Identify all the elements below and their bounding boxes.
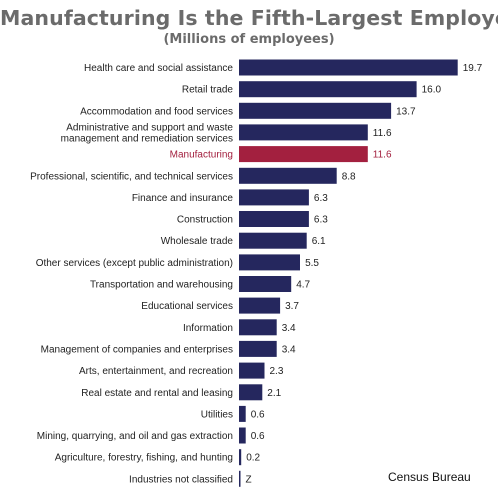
bar [239,146,368,163]
category-label: Management of companies and enterprises [41,344,233,355]
value-label: 3.7 [285,301,299,312]
category-label: Other services (except public administra… [36,258,233,269]
bar [239,362,265,379]
value-label: 3.4 [282,323,296,334]
category-label: Information [183,323,233,334]
category-label: Wholesale trade [161,236,234,247]
bar [239,470,241,487]
value-label: 13.7 [396,106,416,117]
value-label: 8.8 [342,171,356,182]
value-label: 11.6 [373,128,392,139]
category-label: Health care and social assistance [84,63,233,74]
bar [239,449,242,466]
category-label: Accommodation and food services [80,106,233,117]
category-label: Transportation and warehousing [90,280,233,291]
category-label: Educational services [141,301,233,312]
category-label: Professional, scientific, and technical … [30,171,233,182]
chart-title: Manufacturing Is the Fifth-Largest Emplo… [0,6,498,30]
value-label: 16.0 [422,85,442,96]
value-label: 6.3 [314,215,328,226]
source-note: Census Bureau [388,470,471,484]
category-label: Construction [177,215,233,226]
bar [239,124,368,141]
category-label: Industries not classified [129,474,233,485]
category-label: Manufacturing [170,150,233,161]
value-label: 19.7 [463,63,483,74]
value-label: Z [246,474,252,485]
bar [239,59,458,76]
bar [239,232,307,249]
category-label: Finance and insurance [132,193,234,204]
category-label: Administrative and support and waste mana… [61,122,234,144]
bar [239,167,337,184]
bar [239,405,246,422]
bar [239,384,263,401]
value-label: 0.6 [251,431,265,442]
bar [239,211,309,227]
bar [239,254,300,271]
category-label: Real estate and rental and leasing [81,388,233,399]
value-label: 6.3 [314,193,328,204]
value-label: 5.5 [305,258,319,269]
bar [239,102,392,119]
value-label: 2.1 [267,388,281,399]
category-label: Retail trade [182,85,234,96]
bar [239,427,246,444]
value-label: 0.2 [246,453,260,464]
category-label: Utilities [201,409,233,420]
value-label: 6.1 [312,236,326,247]
value-label: 0.6 [251,409,265,420]
bar [239,340,277,357]
bar [239,81,417,98]
bar [239,189,309,206]
category-label: Arts, entertainment, and recreation [79,366,233,377]
value-label: 2.3 [270,366,284,377]
value-label: 4.7 [296,280,310,291]
bar [239,297,281,314]
bar [239,276,292,292]
value-label: 3.4 [282,344,296,355]
category-label: Mining, quarrying, and oil and gas extra… [37,431,233,442]
chart-subtitle: (Millions of employees) [163,32,335,47]
bar [239,319,277,336]
category-label: Agriculture, forestry, fishing, and hunt… [55,453,233,464]
value-label: 11.6 [373,150,392,161]
